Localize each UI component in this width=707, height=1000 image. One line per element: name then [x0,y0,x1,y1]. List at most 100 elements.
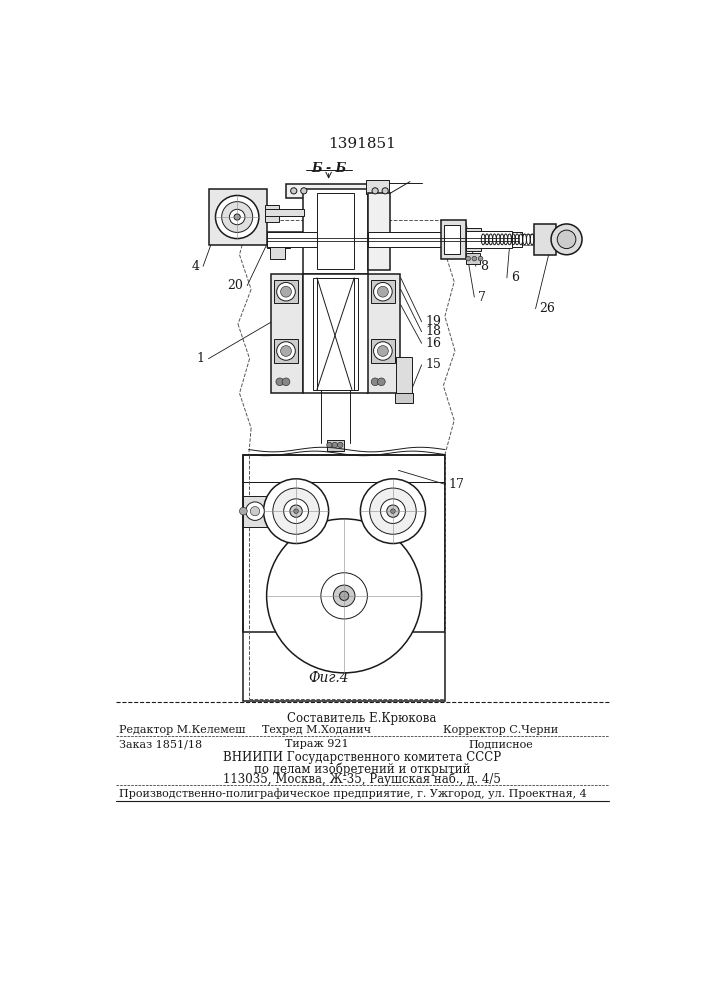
Circle shape [246,502,264,520]
Bar [209,189,267,245]
Bar [209,189,267,245]
Text: 16: 16 [426,337,441,350]
Text: 1: 1 [197,352,204,365]
Circle shape [250,507,259,516]
Circle shape [378,286,388,297]
Circle shape [264,479,329,544]
Text: 7: 7 [478,291,486,304]
Circle shape [551,224,582,255]
Circle shape [361,479,426,544]
Bar [265,205,279,222]
Circle shape [372,188,378,194]
Bar [466,231,513,248]
Circle shape [291,188,297,194]
Bar [368,232,522,247]
Text: 15: 15 [426,358,441,371]
Bar [303,274,368,393]
Circle shape [478,256,483,261]
Bar [444,225,460,254]
Text: Подписное: Подписное [468,739,533,749]
Circle shape [276,282,296,301]
Text: 6: 6 [510,271,519,284]
Text: ВНИИПИ Государственного комитета СССР: ВНИИПИ Государственного комитета СССР [223,751,501,764]
Bar [395,393,413,403]
Bar [317,193,354,269]
Text: 20: 20 [228,279,243,292]
Bar [441,220,466,259]
Circle shape [273,488,320,534]
Circle shape [234,214,240,220]
Bar [303,189,368,274]
Circle shape [300,188,307,194]
Text: по делам изобретений и открытий: по делам изобретений и открытий [254,762,470,776]
Bar [303,189,317,274]
Bar [396,357,411,396]
Circle shape [378,378,385,386]
Bar [354,189,368,274]
Bar [243,496,267,527]
Bar [271,274,303,393]
Bar [370,195,388,269]
Bar [368,274,400,393]
Bar [535,225,554,253]
Circle shape [281,286,291,297]
Text: 113035, Москва, Ж-35, Раушская наб., д. 4/5: 113035, Москва, Ж-35, Раушская наб., д. … [223,773,501,786]
Circle shape [472,256,477,261]
Circle shape [371,378,379,386]
Circle shape [230,209,245,225]
Circle shape [321,573,368,619]
Text: 26: 26 [539,302,555,315]
Text: Фиг.4: Фиг.4 [308,671,349,685]
Bar [369,276,398,392]
Bar [371,339,395,363]
Circle shape [378,346,388,356]
Circle shape [339,591,349,600]
Circle shape [373,282,392,301]
Bar [371,280,395,303]
Bar [274,280,298,303]
Text: Производственно-полиграфическое предприятие, г. Ужгород, ул. Проектная, 4: Производственно-полиграфическое предприя… [119,788,587,799]
Text: Техред М.Ходанич: Техред М.Ходанич [262,725,372,735]
Text: Корректор С.Черни: Корректор С.Черни [443,725,559,735]
Bar [327,440,344,451]
Text: Составитель Е.Крюкова: Составитель Е.Крюкова [287,712,437,725]
Text: Редактор М.Келемеш: Редактор М.Келемеш [119,725,246,735]
Bar [368,193,390,270]
Text: 1391851: 1391851 [328,137,396,151]
Bar [313,278,358,389]
Circle shape [387,505,399,517]
Text: 8: 8 [480,260,488,273]
Circle shape [290,505,303,517]
Circle shape [240,507,247,515]
Circle shape [380,499,405,523]
Bar [534,224,556,255]
Circle shape [276,342,296,360]
Circle shape [370,488,416,534]
Circle shape [216,195,259,239]
Circle shape [293,509,298,513]
Text: 17: 17 [449,478,464,491]
Circle shape [382,188,388,194]
Circle shape [466,256,470,261]
Bar [366,180,389,194]
Circle shape [276,378,284,386]
Bar [267,242,290,248]
Bar [466,253,480,264]
Bar [443,222,464,257]
Bar [267,232,317,247]
Bar [265,209,304,216]
Circle shape [267,519,421,673]
Bar [272,276,301,392]
Circle shape [284,499,308,523]
Bar [466,228,481,251]
Circle shape [391,509,395,513]
Circle shape [281,346,291,356]
Text: 4: 4 [191,260,199,273]
Circle shape [557,230,575,249]
Bar [286,184,385,198]
Text: 18: 18 [426,325,441,338]
Bar [270,246,285,259]
Text: Заказ 1851/18: Заказ 1851/18 [119,739,202,749]
Circle shape [333,585,355,607]
Text: Тираж 921: Тираж 921 [285,739,349,749]
